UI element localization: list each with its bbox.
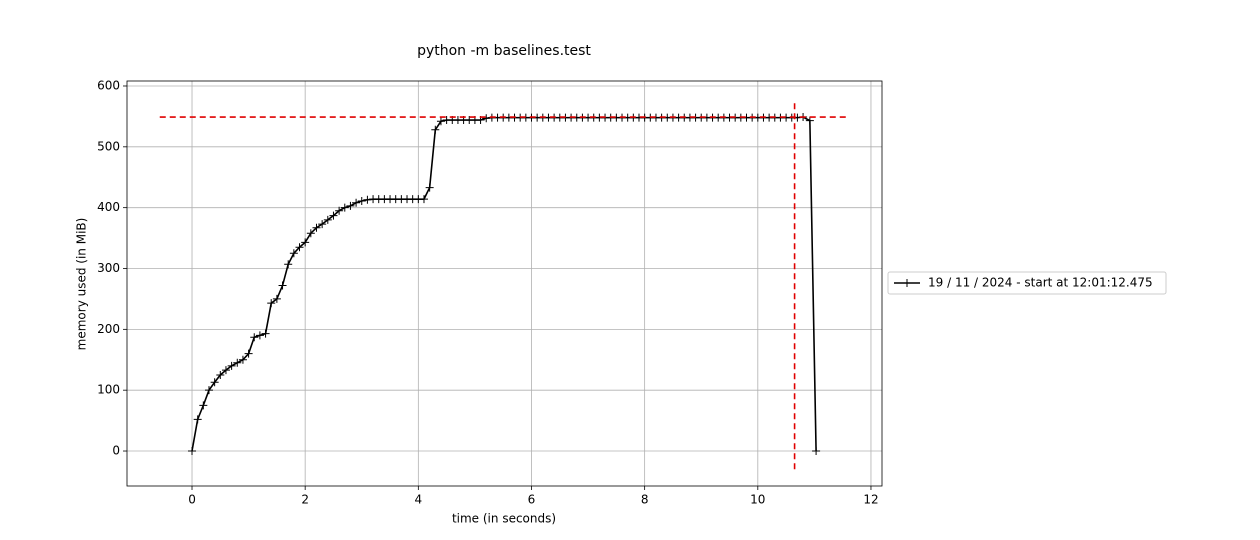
y-tick-label: 500 bbox=[97, 139, 120, 153]
data-marker bbox=[482, 114, 491, 123]
x-tick-label: 6 bbox=[528, 493, 536, 507]
x-tick-label: 12 bbox=[863, 493, 878, 507]
y-tick-label: 300 bbox=[97, 261, 120, 275]
data-marker bbox=[233, 358, 242, 367]
data-marker bbox=[436, 117, 445, 126]
data-marker bbox=[431, 125, 440, 134]
chart-title: python -m baselines.test bbox=[417, 43, 591, 59]
data-marker bbox=[204, 386, 213, 395]
data-marker bbox=[193, 415, 202, 424]
data-marker bbox=[272, 294, 281, 303]
data-marker bbox=[363, 195, 372, 204]
data-marker bbox=[357, 196, 366, 205]
x-tick-label: 0 bbox=[188, 493, 196, 507]
y-tick-label: 0 bbox=[112, 444, 120, 458]
data-marker bbox=[318, 220, 327, 229]
legend-box bbox=[887, 271, 1167, 295]
data-marker bbox=[227, 361, 236, 370]
y-tick-label: 200 bbox=[97, 322, 120, 336]
data-marker bbox=[340, 203, 349, 212]
legend-label: 19 / 11 / 2024 - start at 12:01:12.475 bbox=[928, 276, 1153, 290]
data-marker bbox=[312, 223, 321, 232]
data-marker bbox=[221, 366, 230, 375]
x-tick-label: 2 bbox=[301, 493, 309, 507]
data-line bbox=[191, 116, 817, 452]
data-marker bbox=[306, 229, 315, 238]
data-marker bbox=[295, 243, 304, 252]
x-tick-label: 4 bbox=[415, 493, 423, 507]
data-marker bbox=[199, 401, 208, 410]
data-marker bbox=[210, 378, 219, 387]
data-marker bbox=[352, 198, 361, 207]
data-marker bbox=[261, 329, 270, 338]
data-marker bbox=[812, 447, 821, 456]
y-tick-label: 600 bbox=[97, 78, 120, 92]
x-axis-label: time (in seconds) bbox=[452, 512, 556, 526]
data-marker bbox=[250, 333, 259, 342]
data-marker bbox=[805, 116, 814, 125]
legend-marker bbox=[903, 279, 911, 287]
data-marker bbox=[188, 447, 197, 456]
data-marker bbox=[238, 355, 247, 364]
y-axis-label: memory used (in MiB) bbox=[75, 218, 89, 351]
data-marker bbox=[244, 349, 253, 358]
data-marker bbox=[301, 238, 310, 247]
data-marker bbox=[335, 206, 344, 215]
data-marker bbox=[329, 211, 338, 220]
data-marker bbox=[289, 249, 298, 258]
x-tick-label: 10 bbox=[750, 493, 765, 507]
data-marker bbox=[425, 183, 434, 192]
x-tick-label: 8 bbox=[641, 493, 649, 507]
data-marker bbox=[323, 215, 332, 224]
plot-frame bbox=[126, 80, 883, 487]
data-marker bbox=[278, 281, 287, 290]
data-marker bbox=[419, 195, 428, 204]
data-marker bbox=[255, 331, 264, 340]
data-marker bbox=[216, 370, 225, 379]
data-marker bbox=[284, 260, 293, 269]
y-tick-label: 400 bbox=[97, 200, 120, 214]
data-marker bbox=[346, 201, 355, 210]
y-tick-label: 100 bbox=[97, 383, 120, 397]
data-marker bbox=[267, 299, 276, 308]
